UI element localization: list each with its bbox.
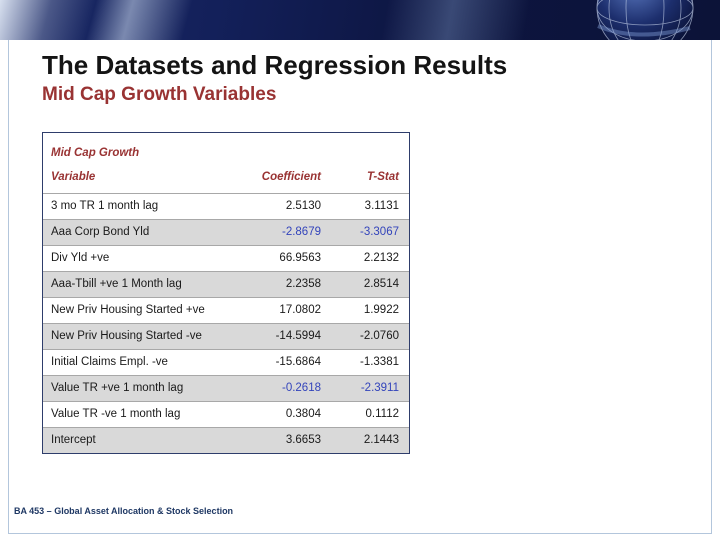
variable-cell: 3 mo TR 1 month lag	[51, 200, 159, 212]
coefficient-cell: 2.2358	[285, 278, 321, 290]
variable-cell: Intercept	[51, 434, 96, 446]
regression-table: Mid Cap Growth Variable Coefficient T-St…	[42, 132, 410, 454]
tstat-cell: 0.1112	[365, 408, 399, 420]
coefficient-cell: -0.2618	[281, 382, 321, 394]
variable-cell: New Priv Housing Started +ve	[51, 304, 205, 316]
coefficient-cell: 17.0802	[279, 304, 321, 316]
table-row: New Priv Housing Started -ve -14.5994 -2…	[43, 323, 409, 349]
table-row: New Priv Housing Started +ve 17.0802 1.9…	[43, 297, 409, 323]
tstat-cell: -1.3381	[359, 356, 399, 368]
table-row: Aaa Corp Bond Yld -2.8679 -3.3067	[43, 219, 409, 245]
coefficient-cell: -14.5994	[275, 330, 321, 342]
tstat-cell: -3.3067	[359, 226, 399, 238]
variable-cell: Initial Claims Empl. -ve	[51, 356, 168, 368]
table-row: Div Yld +ve 66.9563 2.2132	[43, 245, 409, 271]
slide-subtitle: Mid Cap Growth Variables	[42, 84, 277, 105]
frame-line-bottom	[8, 533, 712, 534]
tstat-cell: 2.1443	[363, 434, 399, 446]
header-banner	[0, 0, 720, 40]
banner-stripe	[0, 0, 360, 40]
table-row: Value TR +ve 1 month lag -0.2618 -2.3911	[43, 375, 409, 401]
variable-cell: Aaa Corp Bond Yld	[51, 226, 150, 238]
table-row: Intercept 3.6653 2.1443	[43, 427, 409, 453]
column-header-coefficient: Coefficient	[261, 171, 321, 183]
variable-cell: Div Yld +ve	[51, 252, 110, 264]
coefficient-cell: 3.6653	[285, 434, 321, 446]
globe-icon	[596, 0, 694, 40]
coefficient-cell: 2.5130	[285, 200, 321, 212]
coefficient-cell: -15.6864	[275, 356, 321, 368]
variable-cell: Value TR +ve 1 month lag	[51, 382, 184, 394]
variable-cell: New Priv Housing Started -ve	[51, 330, 202, 342]
frame-line-right	[711, 40, 712, 534]
coefficient-cell: 66.9563	[279, 252, 321, 264]
slide-title: The Datasets and Regression Results	[42, 50, 508, 80]
variable-cell: Value TR -ve 1 month lag	[51, 408, 181, 420]
variable-cell: Aaa-Tbill +ve 1 Month lag	[51, 278, 182, 290]
table-title: Mid Cap Growth	[51, 147, 140, 159]
tstat-cell: -2.0760	[359, 330, 399, 342]
tstat-cell: 2.2132	[363, 252, 399, 264]
tstat-cell: 1.9922	[363, 304, 399, 316]
table-row: 3 mo TR 1 month lag 2.5130 3.1131	[43, 193, 409, 219]
tstat-cell: 2.8514	[363, 278, 399, 290]
table-row: Aaa-Tbill +ve 1 Month lag 2.2358 2.8514	[43, 271, 409, 297]
tstat-cell: 3.1131	[364, 200, 399, 212]
table-row: Initial Claims Empl. -ve -15.6864 -1.338…	[43, 349, 409, 375]
column-header-tstat: T-Stat	[367, 171, 399, 183]
coefficient-cell: -2.8679	[281, 226, 321, 238]
tstat-cell: -2.3911	[360, 382, 399, 394]
column-header-variable: Variable	[51, 171, 96, 183]
table-column-headers: Variable Coefficient T-Stat	[43, 165, 409, 193]
frame-line-left	[8, 40, 9, 534]
coefficient-cell: 0.3804	[285, 408, 321, 420]
table-row: Value TR -ve 1 month lag 0.3804 0.1112	[43, 401, 409, 427]
slide-footer: BA 453 – Global Asset Allocation & Stock…	[14, 506, 234, 516]
